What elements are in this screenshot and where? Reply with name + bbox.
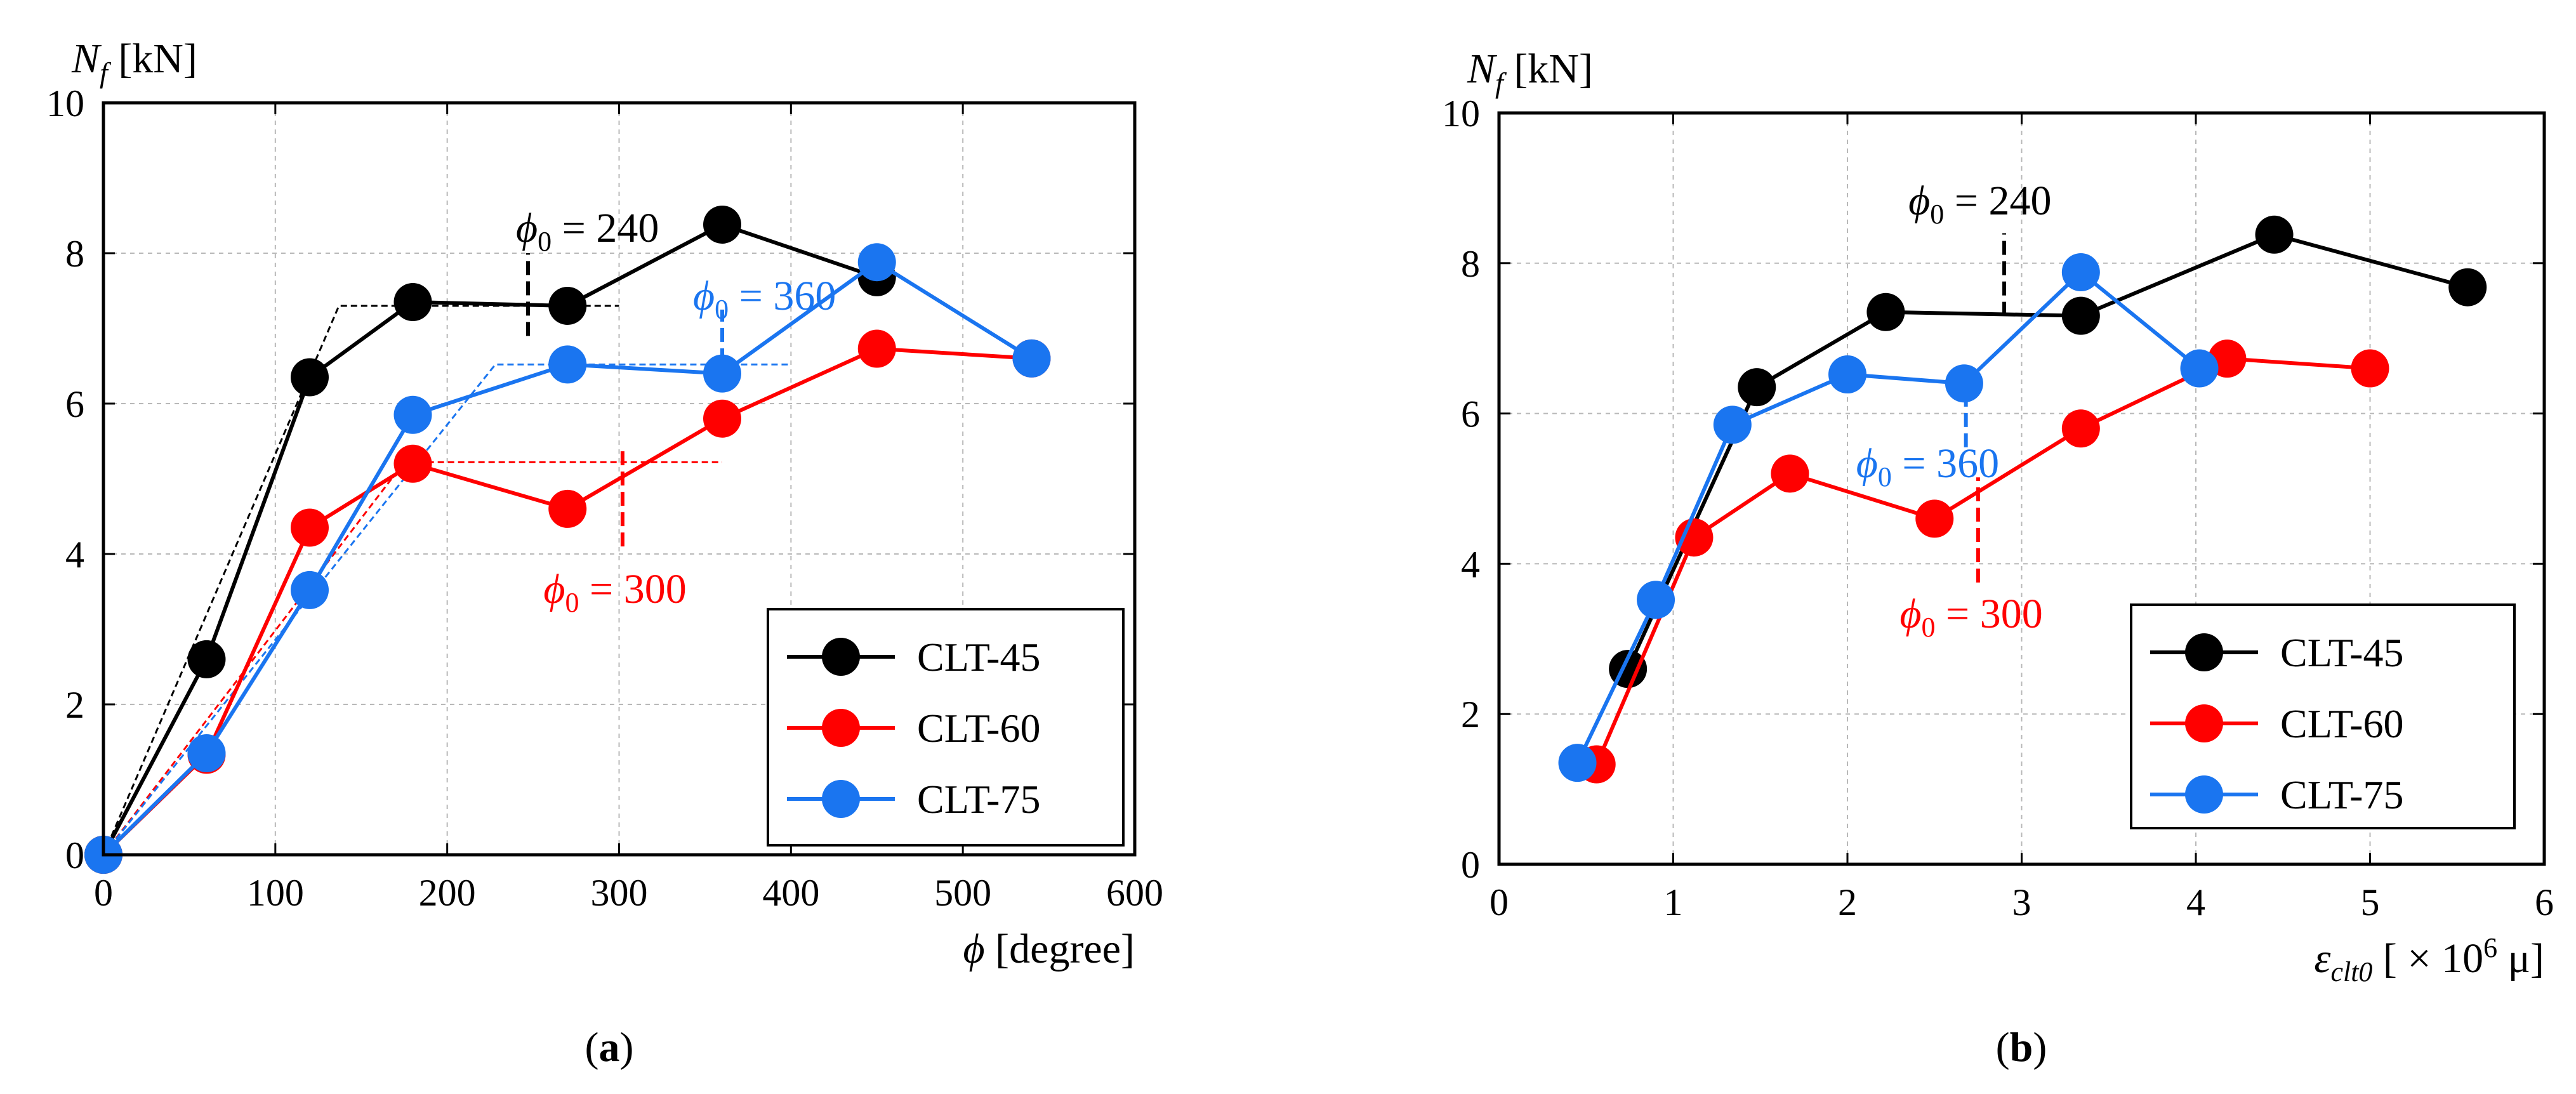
legend-marker-clt-75 — [2185, 775, 2223, 814]
x-tick-label: 4 — [2186, 881, 2205, 923]
annotation-label: ϕ0 = 240 — [1908, 178, 2051, 230]
x-tick-label: 400 — [762, 872, 819, 914]
data-point-clt-60 — [2351, 349, 2389, 388]
panel-caption: (a) — [585, 1024, 634, 1071]
data-point-clt-75 — [1637, 581, 1675, 619]
legend-marker-clt-45 — [822, 638, 860, 676]
data-point-clt-60 — [291, 508, 329, 547]
x-tick-label: 200 — [419, 872, 476, 914]
x-tick-label: 1 — [1664, 881, 1683, 923]
y-tick-label: 10 — [46, 82, 84, 124]
x-tick-label: 2 — [1838, 881, 1857, 923]
data-point-clt-45 — [2448, 268, 2487, 306]
annotation-label: ϕ0 = 240 — [516, 205, 659, 257]
x-tick-label: 600 — [1106, 872, 1163, 914]
data-point-clt-75 — [2180, 349, 2219, 388]
data-point-clt-60 — [2061, 409, 2100, 448]
legend-marker-clt-75 — [822, 780, 860, 818]
plot-frame — [102, 101, 1137, 857]
y-tick-label: 4 — [65, 534, 84, 576]
legend-marker-clt-45 — [2185, 633, 2223, 671]
data-point-clt-75 — [548, 345, 587, 384]
y-tick-label: 8 — [65, 233, 84, 275]
data-point-clt-45 — [703, 205, 741, 244]
data-point-clt-60 — [1915, 499, 1954, 538]
legend: CLT-45 CLT-60 CLT-75 — [767, 608, 1125, 847]
y-tick-label: 6 — [1461, 393, 1480, 435]
y-tick-label: 6 — [65, 383, 84, 425]
x-tick-label: 500 — [934, 872, 991, 914]
y-tick-label: 4 — [1461, 543, 1480, 585]
data-point-clt-75 — [291, 570, 329, 609]
legend-label-clt-60: CLT-60 — [2280, 701, 2403, 746]
data-point-clt-45 — [291, 358, 329, 397]
data-point-clt-75 — [857, 243, 896, 282]
legend-label-clt-75: CLT-75 — [917, 777, 1040, 822]
data-point-clt-75 — [1012, 339, 1051, 378]
data-point-clt-75 — [393, 395, 432, 434]
annotation-label: ϕ0 = 360 — [1856, 440, 1999, 492]
y-axis-label: Nf [kN] — [1467, 46, 1593, 99]
data-point-clt-60 — [857, 329, 896, 368]
annotation-label: ϕ0 = 300 — [543, 566, 686, 618]
panel-caption: (b) — [1996, 1024, 2047, 1071]
legend-label-clt-75: CLT-75 — [2280, 772, 2403, 817]
bilinear-fit-clt-60 — [102, 461, 722, 855]
data-point-clt-60 — [1771, 454, 1809, 493]
plot-frame — [1497, 111, 2546, 866]
data-point-clt-45 — [1738, 368, 1776, 407]
x-tick-label: 0 — [94, 872, 113, 914]
y-tick-label: 2 — [65, 684, 84, 726]
y-tick-label: 8 — [1461, 243, 1480, 285]
y-tick-label: 0 — [65, 834, 84, 876]
data-point-clt-75 — [1558, 744, 1597, 782]
x-axis-label: ϕ [degree] — [963, 926, 1135, 972]
chart-panel-a: 0 100 200 300 400 500 600 0 2 4 6 8 10 ϕ0 = 240 ϕ0 = 3… — [46, 36, 1163, 1071]
y-tick-label: 2 — [1461, 694, 1480, 735]
data-point-clt-75 — [187, 734, 226, 773]
legend-label-clt-45: CLT-45 — [2280, 630, 2403, 675]
x-axis-label: εclt0 [ × 106 μ] — [2314, 932, 2544, 987]
data-point-clt-45 — [187, 640, 226, 678]
data-point-clt-45 — [2255, 215, 2294, 254]
data-point-clt-75 — [1713, 405, 1752, 444]
series-line-clt-75 — [102, 260, 1033, 857]
annotation-label: ϕ0 = 360 — [693, 273, 836, 325]
y-tick-label: 10 — [1442, 93, 1480, 135]
x-tick-label: 300 — [591, 872, 648, 914]
annotation-label: ϕ0 = 300 — [1899, 591, 2042, 643]
legend-marker-clt-60 — [2185, 704, 2223, 742]
data-point-clt-60 — [1675, 518, 1714, 557]
legend-label-clt-60: CLT-60 — [917, 706, 1040, 751]
legend: CLT-45 CLT-60 CLT-75 — [2130, 603, 2516, 829]
y-axis-label: Nf [kN] — [71, 36, 197, 89]
chart-panel-b: 0 1 2 3 4 5 6 0 2 4 6 8 10 ϕ0 = 240 ϕ0 = 360 ϕ0 = 300 Nf… — [1442, 46, 2554, 1071]
series-line-clt-60 — [102, 346, 1032, 857]
data-point-clt-75 — [703, 354, 741, 393]
data-point-clt-60 — [393, 444, 432, 483]
data-point-clt-60 — [548, 489, 587, 528]
legend-marker-clt-60 — [822, 709, 860, 747]
data-point-clt-45 — [548, 286, 587, 325]
data-point-clt-75 — [1828, 355, 1866, 394]
data-point-clt-45 — [393, 283, 432, 322]
x-tick-label: 100 — [247, 872, 304, 914]
y-tick-label: 0 — [1461, 844, 1480, 886]
x-tick-label: 3 — [2012, 881, 2031, 923]
legend-label-clt-45: CLT-45 — [917, 635, 1040, 680]
data-point-clt-75 — [1945, 364, 1983, 403]
data-point-clt-45 — [1866, 293, 1905, 331]
data-point-clt-60 — [703, 399, 741, 438]
x-tick-label: 5 — [2361, 881, 2380, 923]
data-point-clt-75 — [2061, 253, 2100, 292]
data-point-clt-45 — [2061, 296, 2100, 335]
x-tick-label: 6 — [2535, 881, 2554, 923]
x-tick-label: 0 — [1489, 881, 1509, 923]
